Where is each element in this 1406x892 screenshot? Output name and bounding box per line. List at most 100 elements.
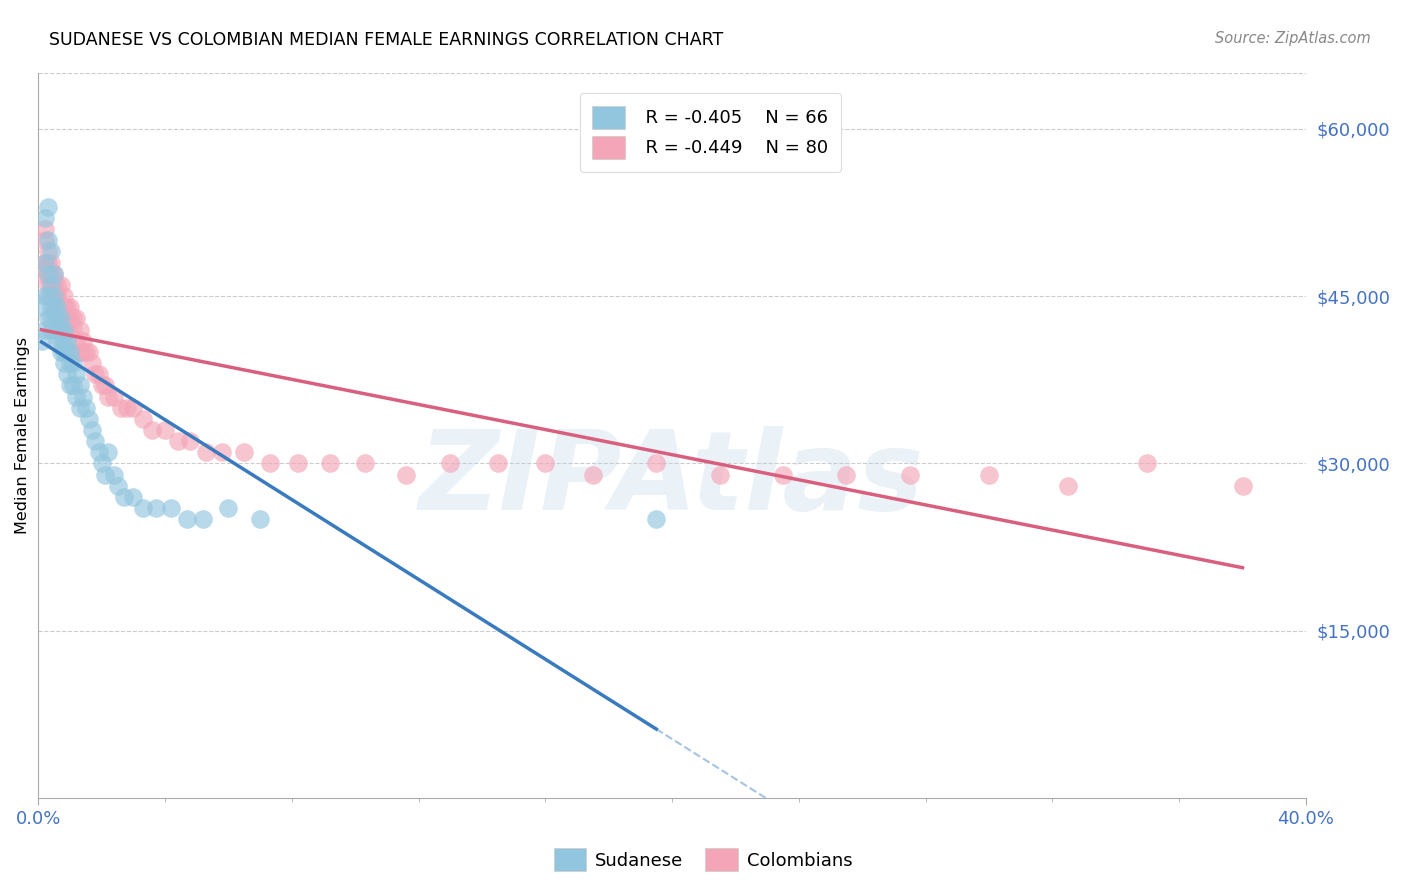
Point — [898, 467, 921, 482]
Point — [34, 222, 56, 236]
Point — [39, 267, 62, 281]
Point — [534, 457, 557, 471]
Point — [439, 457, 461, 471]
Legend:   R = -0.405    N = 66,   R = -0.449    N = 80: R = -0.405 N = 66, R = -0.449 N = 80 — [579, 93, 841, 172]
Point — [39, 255, 62, 269]
Point — [72, 344, 94, 359]
Point — [110, 401, 132, 415]
Point — [49, 344, 72, 359]
Point — [44, 277, 66, 292]
Point — [195, 445, 218, 459]
Point — [52, 289, 75, 303]
Point — [176, 512, 198, 526]
Point — [59, 378, 82, 392]
Point — [56, 322, 79, 336]
Point — [103, 467, 125, 482]
Point — [37, 200, 59, 214]
Point — [59, 344, 82, 359]
Point — [112, 490, 135, 504]
Point — [72, 334, 94, 348]
Point — [87, 368, 110, 382]
Point — [179, 434, 201, 449]
Point — [59, 356, 82, 370]
Point — [645, 512, 668, 526]
Point — [84, 434, 107, 449]
Point — [46, 322, 69, 336]
Point — [1057, 479, 1080, 493]
Point — [249, 512, 271, 526]
Point — [39, 244, 62, 259]
Point — [37, 289, 59, 303]
Point — [582, 467, 605, 482]
Point — [122, 401, 145, 415]
Point — [56, 300, 79, 314]
Point — [37, 244, 59, 259]
Text: SUDANESE VS COLOMBIAN MEDIAN FEMALE EARNINGS CORRELATION CHART: SUDANESE VS COLOMBIAN MEDIAN FEMALE EARN… — [49, 31, 724, 49]
Point — [90, 457, 112, 471]
Point — [46, 311, 69, 326]
Point — [87, 445, 110, 459]
Point — [1136, 457, 1159, 471]
Point — [52, 356, 75, 370]
Point — [259, 457, 281, 471]
Point — [44, 289, 66, 303]
Text: ZIPAtlas: ZIPAtlas — [419, 425, 925, 533]
Point — [49, 322, 72, 336]
Point — [191, 512, 214, 526]
Point — [69, 378, 91, 392]
Point — [46, 289, 69, 303]
Point — [34, 322, 56, 336]
Point — [34, 211, 56, 225]
Point — [132, 501, 155, 516]
Point — [65, 311, 87, 326]
Point — [37, 267, 59, 281]
Point — [59, 300, 82, 314]
Point — [49, 311, 72, 326]
Point — [56, 344, 79, 359]
Point — [709, 467, 731, 482]
Point — [34, 255, 56, 269]
Point — [49, 277, 72, 292]
Point — [44, 277, 66, 292]
Point — [84, 368, 107, 382]
Point — [141, 423, 163, 437]
Text: Source: ZipAtlas.com: Source: ZipAtlas.com — [1215, 31, 1371, 46]
Point — [65, 390, 87, 404]
Point — [44, 267, 66, 281]
Point — [52, 344, 75, 359]
Point — [52, 334, 75, 348]
Point — [75, 344, 97, 359]
Point — [395, 467, 418, 482]
Point — [49, 311, 72, 326]
Point — [34, 255, 56, 269]
Point — [122, 490, 145, 504]
Point — [34, 289, 56, 303]
Y-axis label: Median Female Earnings: Median Female Earnings — [15, 337, 30, 534]
Point — [94, 467, 117, 482]
Point — [75, 401, 97, 415]
Point — [132, 412, 155, 426]
Point — [486, 457, 509, 471]
Point — [52, 300, 75, 314]
Point — [77, 412, 100, 426]
Point — [37, 311, 59, 326]
Point — [72, 390, 94, 404]
Point — [31, 300, 53, 314]
Point — [62, 311, 84, 326]
Point — [319, 457, 342, 471]
Point — [90, 378, 112, 392]
Point — [217, 501, 239, 516]
Point — [772, 467, 794, 482]
Point — [46, 289, 69, 303]
Point — [97, 390, 120, 404]
Point — [69, 344, 91, 359]
Point — [31, 267, 53, 281]
Point — [56, 311, 79, 326]
Point — [62, 356, 84, 370]
Point — [34, 233, 56, 247]
Point — [145, 501, 167, 516]
Point — [59, 311, 82, 326]
Point — [211, 445, 233, 459]
Point — [82, 423, 104, 437]
Point — [44, 267, 66, 281]
